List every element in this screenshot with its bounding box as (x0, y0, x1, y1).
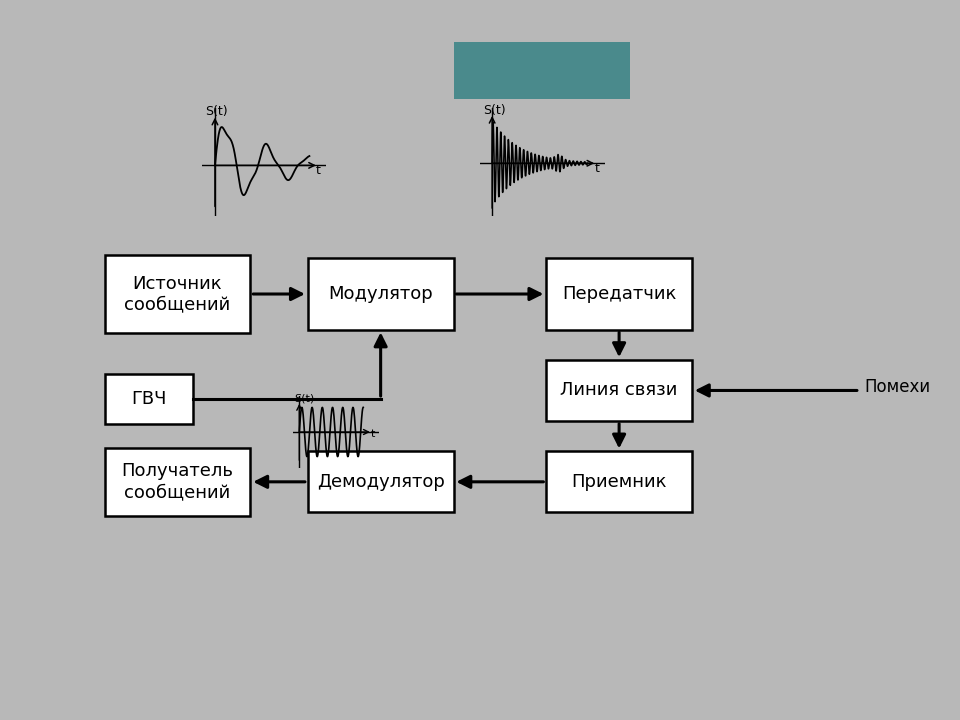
Text: Передатчик: Передатчик (562, 285, 676, 303)
Text: Помехи: Помехи (864, 378, 930, 396)
Bar (308, 258, 453, 330)
Bar (105, 255, 251, 333)
Text: S(t): S(t) (204, 104, 228, 118)
Text: Модулятор: Модулятор (328, 285, 433, 303)
Text: Приемник: Приемник (571, 473, 667, 491)
Bar (308, 451, 453, 513)
Text: ГВЧ: ГВЧ (132, 390, 166, 408)
Text: Получатель
сообщений: Получатель сообщений (122, 462, 233, 501)
Bar (546, 451, 692, 513)
Bar (453, 42, 630, 99)
Text: t: t (594, 162, 599, 175)
Text: Демодулятор: Демодулятор (317, 473, 444, 491)
Text: S(t): S(t) (295, 394, 315, 404)
Bar (546, 258, 692, 330)
Text: S(t): S(t) (483, 104, 506, 117)
Text: Источник
сообщений: Источник сообщений (125, 274, 230, 313)
Bar (105, 374, 193, 424)
Text: t: t (316, 164, 321, 177)
Bar (105, 448, 251, 516)
Bar (546, 360, 692, 421)
Text: t: t (371, 429, 375, 439)
Text: Линия связи: Линия связи (561, 382, 678, 400)
